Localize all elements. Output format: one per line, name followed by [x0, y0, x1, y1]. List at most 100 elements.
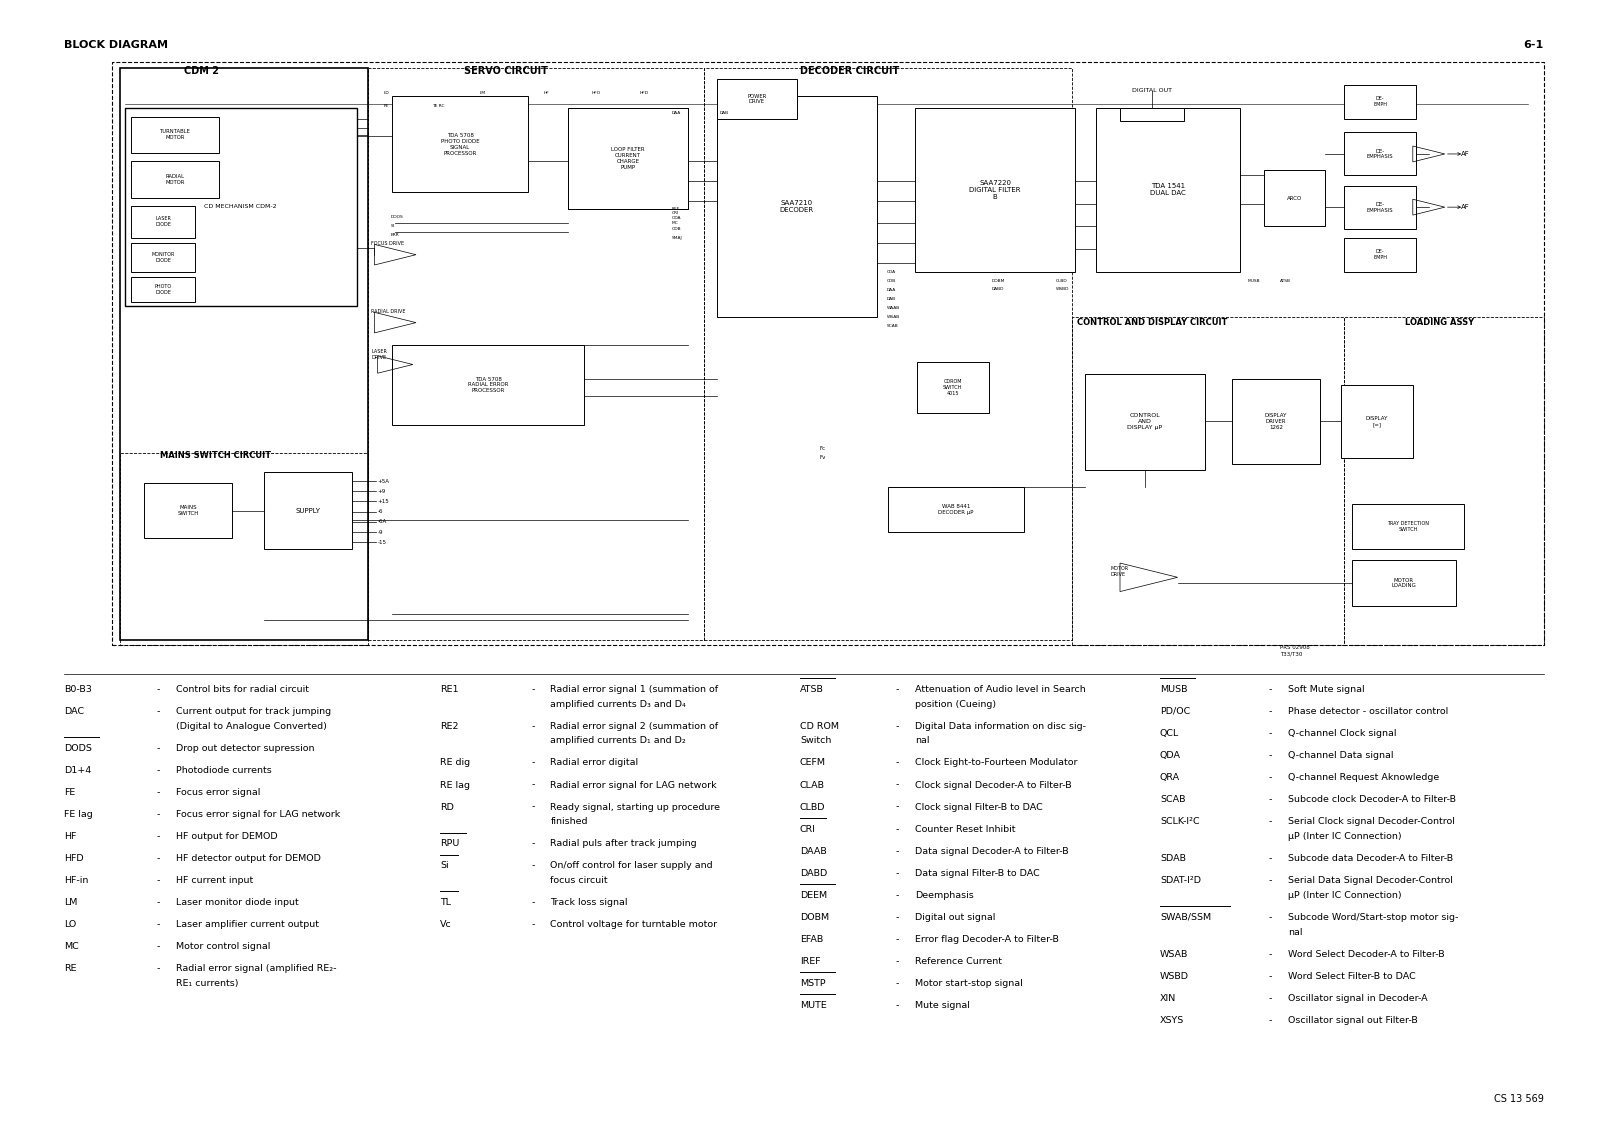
Text: DECODER CIRCUIT: DECODER CIRCUIT	[800, 67, 899, 76]
Text: DE-
EMPHASIS: DE- EMPHASIS	[1366, 148, 1394, 160]
Text: MOTOR
LOADING: MOTOR LOADING	[1392, 577, 1416, 589]
Bar	[717, 96, 877, 317]
Text: Control bits for radial circuit: Control bits for radial circuit	[176, 685, 309, 694]
Text: CRI: CRI	[800, 824, 816, 833]
Bar	[131, 243, 195, 272]
Text: Focus error signal for LAG network: Focus error signal for LAG network	[176, 811, 341, 818]
Text: DISPLAY
[=]: DISPLAY [=]	[1366, 417, 1387, 427]
Bar	[1072, 317, 1344, 645]
Text: TURNTABLE
MOTOR: TURNTABLE MOTOR	[160, 129, 190, 140]
Text: CLAB: CLAB	[800, 781, 826, 789]
Text: CONTROL
AND
DISPLAY µP: CONTROL AND DISPLAY µP	[1128, 413, 1162, 430]
Text: -: -	[896, 891, 899, 900]
Text: RE dig: RE dig	[440, 758, 470, 767]
Bar	[917, 362, 989, 413]
Bar	[392, 96, 528, 192]
Text: DIGITAL OUT: DIGITAL OUT	[1133, 88, 1171, 93]
Bar	[704, 68, 1072, 640]
Bar	[1096, 108, 1240, 272]
Text: Word Select Filter-B to DAC: Word Select Filter-B to DAC	[1288, 971, 1416, 980]
Text: -: -	[157, 920, 160, 929]
Text: SCAB: SCAB	[1160, 796, 1186, 804]
Text: -: -	[531, 722, 534, 730]
Text: -: -	[896, 1001, 899, 1010]
Text: SUPPLY: SUPPLY	[296, 507, 320, 514]
Text: HFO: HFO	[592, 91, 602, 95]
Text: LOADING ASSY: LOADING ASSY	[1405, 318, 1475, 327]
Text: -: -	[531, 920, 534, 929]
Text: Error flag Decoder-A to Filter-B: Error flag Decoder-A to Filter-B	[915, 935, 1059, 944]
Text: Laser amplifier current output: Laser amplifier current output	[176, 920, 318, 929]
Text: -: -	[896, 847, 899, 856]
Bar	[131, 277, 195, 302]
Text: LM: LM	[64, 899, 77, 907]
Text: POWER
DRIVE: POWER DRIVE	[747, 94, 766, 104]
Text: -: -	[157, 876, 160, 885]
Text: -: -	[896, 935, 899, 944]
Text: DAC: DAC	[64, 706, 85, 715]
Bar	[1344, 317, 1544, 645]
Text: Subcode data Decoder-A to Filter-B: Subcode data Decoder-A to Filter-B	[1288, 855, 1453, 863]
Text: -15: -15	[378, 540, 387, 544]
Text: AF: AF	[1461, 151, 1469, 157]
Text: HF: HF	[64, 832, 77, 841]
Text: MUSB: MUSB	[1160, 685, 1187, 694]
Text: CONTROL AND DISPLAY CIRCUIT: CONTROL AND DISPLAY CIRCUIT	[1077, 318, 1227, 327]
Text: -: -	[896, 722, 899, 730]
Text: -: -	[1269, 817, 1272, 826]
Text: TDA 5708
PHOTO DIODE
SIGNAL
PROCESSOR: TDA 5708 PHOTO DIODE SIGNAL PROCESSOR	[440, 134, 480, 155]
Text: FE: FE	[64, 788, 75, 797]
Text: Focus error signal: Focus error signal	[176, 788, 261, 797]
Text: -6A: -6A	[378, 520, 387, 524]
Text: B0-B3: B0-B3	[64, 685, 91, 694]
Text: Serial Clock signal Decoder-Control: Serial Clock signal Decoder-Control	[1288, 817, 1454, 826]
Text: DE-
EMPH: DE- EMPH	[1373, 249, 1387, 260]
Text: DAA: DAA	[672, 111, 682, 115]
Text: finished: finished	[550, 817, 587, 826]
Text: LOOP FILTER
CURRENT
CHARGE
PUMP: LOOP FILTER CURRENT CHARGE PUMP	[611, 147, 645, 170]
Text: -: -	[157, 706, 160, 715]
Text: ATSB: ATSB	[800, 685, 824, 694]
Text: HF detector output for DEMOD: HF detector output for DEMOD	[176, 855, 322, 863]
Text: SCAB: SCAB	[886, 324, 898, 328]
Text: Word Select Decoder-A to Filter-B: Word Select Decoder-A to Filter-B	[1288, 950, 1445, 959]
Text: XSYS: XSYS	[1160, 1017, 1184, 1024]
Text: -: -	[1269, 914, 1272, 921]
Text: DABD: DABD	[800, 869, 827, 877]
Text: TDA 5708
RADIAL ERROR
PROCESSOR: TDA 5708 RADIAL ERROR PROCESSOR	[467, 377, 509, 393]
Bar	[131, 206, 195, 238]
Bar	[1344, 186, 1416, 229]
Text: SAA7220
DIGITAL FILTER
B: SAA7220 DIGITAL FILTER B	[970, 180, 1021, 199]
Text: Radial error signal for LAG network: Radial error signal for LAG network	[550, 781, 717, 789]
Text: CEFM: CEFM	[800, 758, 826, 767]
Text: -: -	[1269, 950, 1272, 959]
Text: HF current input: HF current input	[176, 876, 253, 885]
Text: Clock signal Filter-B to DAC: Clock signal Filter-B to DAC	[915, 803, 1043, 812]
Bar	[1352, 560, 1456, 606]
Text: PHOTO
DIODE: PHOTO DIODE	[155, 284, 171, 295]
Text: RE lag: RE lag	[440, 781, 470, 789]
Text: ARCO: ARCO	[1286, 196, 1302, 200]
Text: CD MECHANISM CDM-2: CD MECHANISM CDM-2	[205, 204, 277, 209]
Text: -: -	[157, 855, 160, 863]
Text: nal: nal	[1288, 928, 1302, 936]
Text: ERR: ERR	[390, 233, 398, 238]
Text: Serial Data Signal Decoder-Control: Serial Data Signal Decoder-Control	[1288, 876, 1453, 885]
Text: -: -	[896, 685, 899, 694]
Text: RPU: RPU	[440, 839, 459, 848]
Text: position (Cueing): position (Cueing)	[915, 700, 997, 709]
Text: CS 13 569: CS 13 569	[1494, 1094, 1544, 1104]
Text: -: -	[157, 942, 160, 951]
Text: -: -	[896, 912, 899, 921]
Text: -: -	[531, 781, 534, 789]
Text: MC: MC	[672, 221, 678, 225]
Text: MAINS SWITCH CIRCUIT: MAINS SWITCH CIRCUIT	[160, 451, 272, 460]
Text: -: -	[531, 758, 534, 767]
Text: SWAB/SSM: SWAB/SSM	[1160, 914, 1211, 921]
Text: DAAB: DAAB	[800, 847, 827, 856]
Text: -: -	[531, 685, 534, 694]
Text: -: -	[157, 832, 160, 841]
Text: DOOS: DOOS	[390, 215, 403, 220]
Text: DOBM: DOBM	[800, 912, 829, 921]
Text: PRS 02908
T33/T30: PRS 02908 T33/T30	[1280, 645, 1310, 657]
